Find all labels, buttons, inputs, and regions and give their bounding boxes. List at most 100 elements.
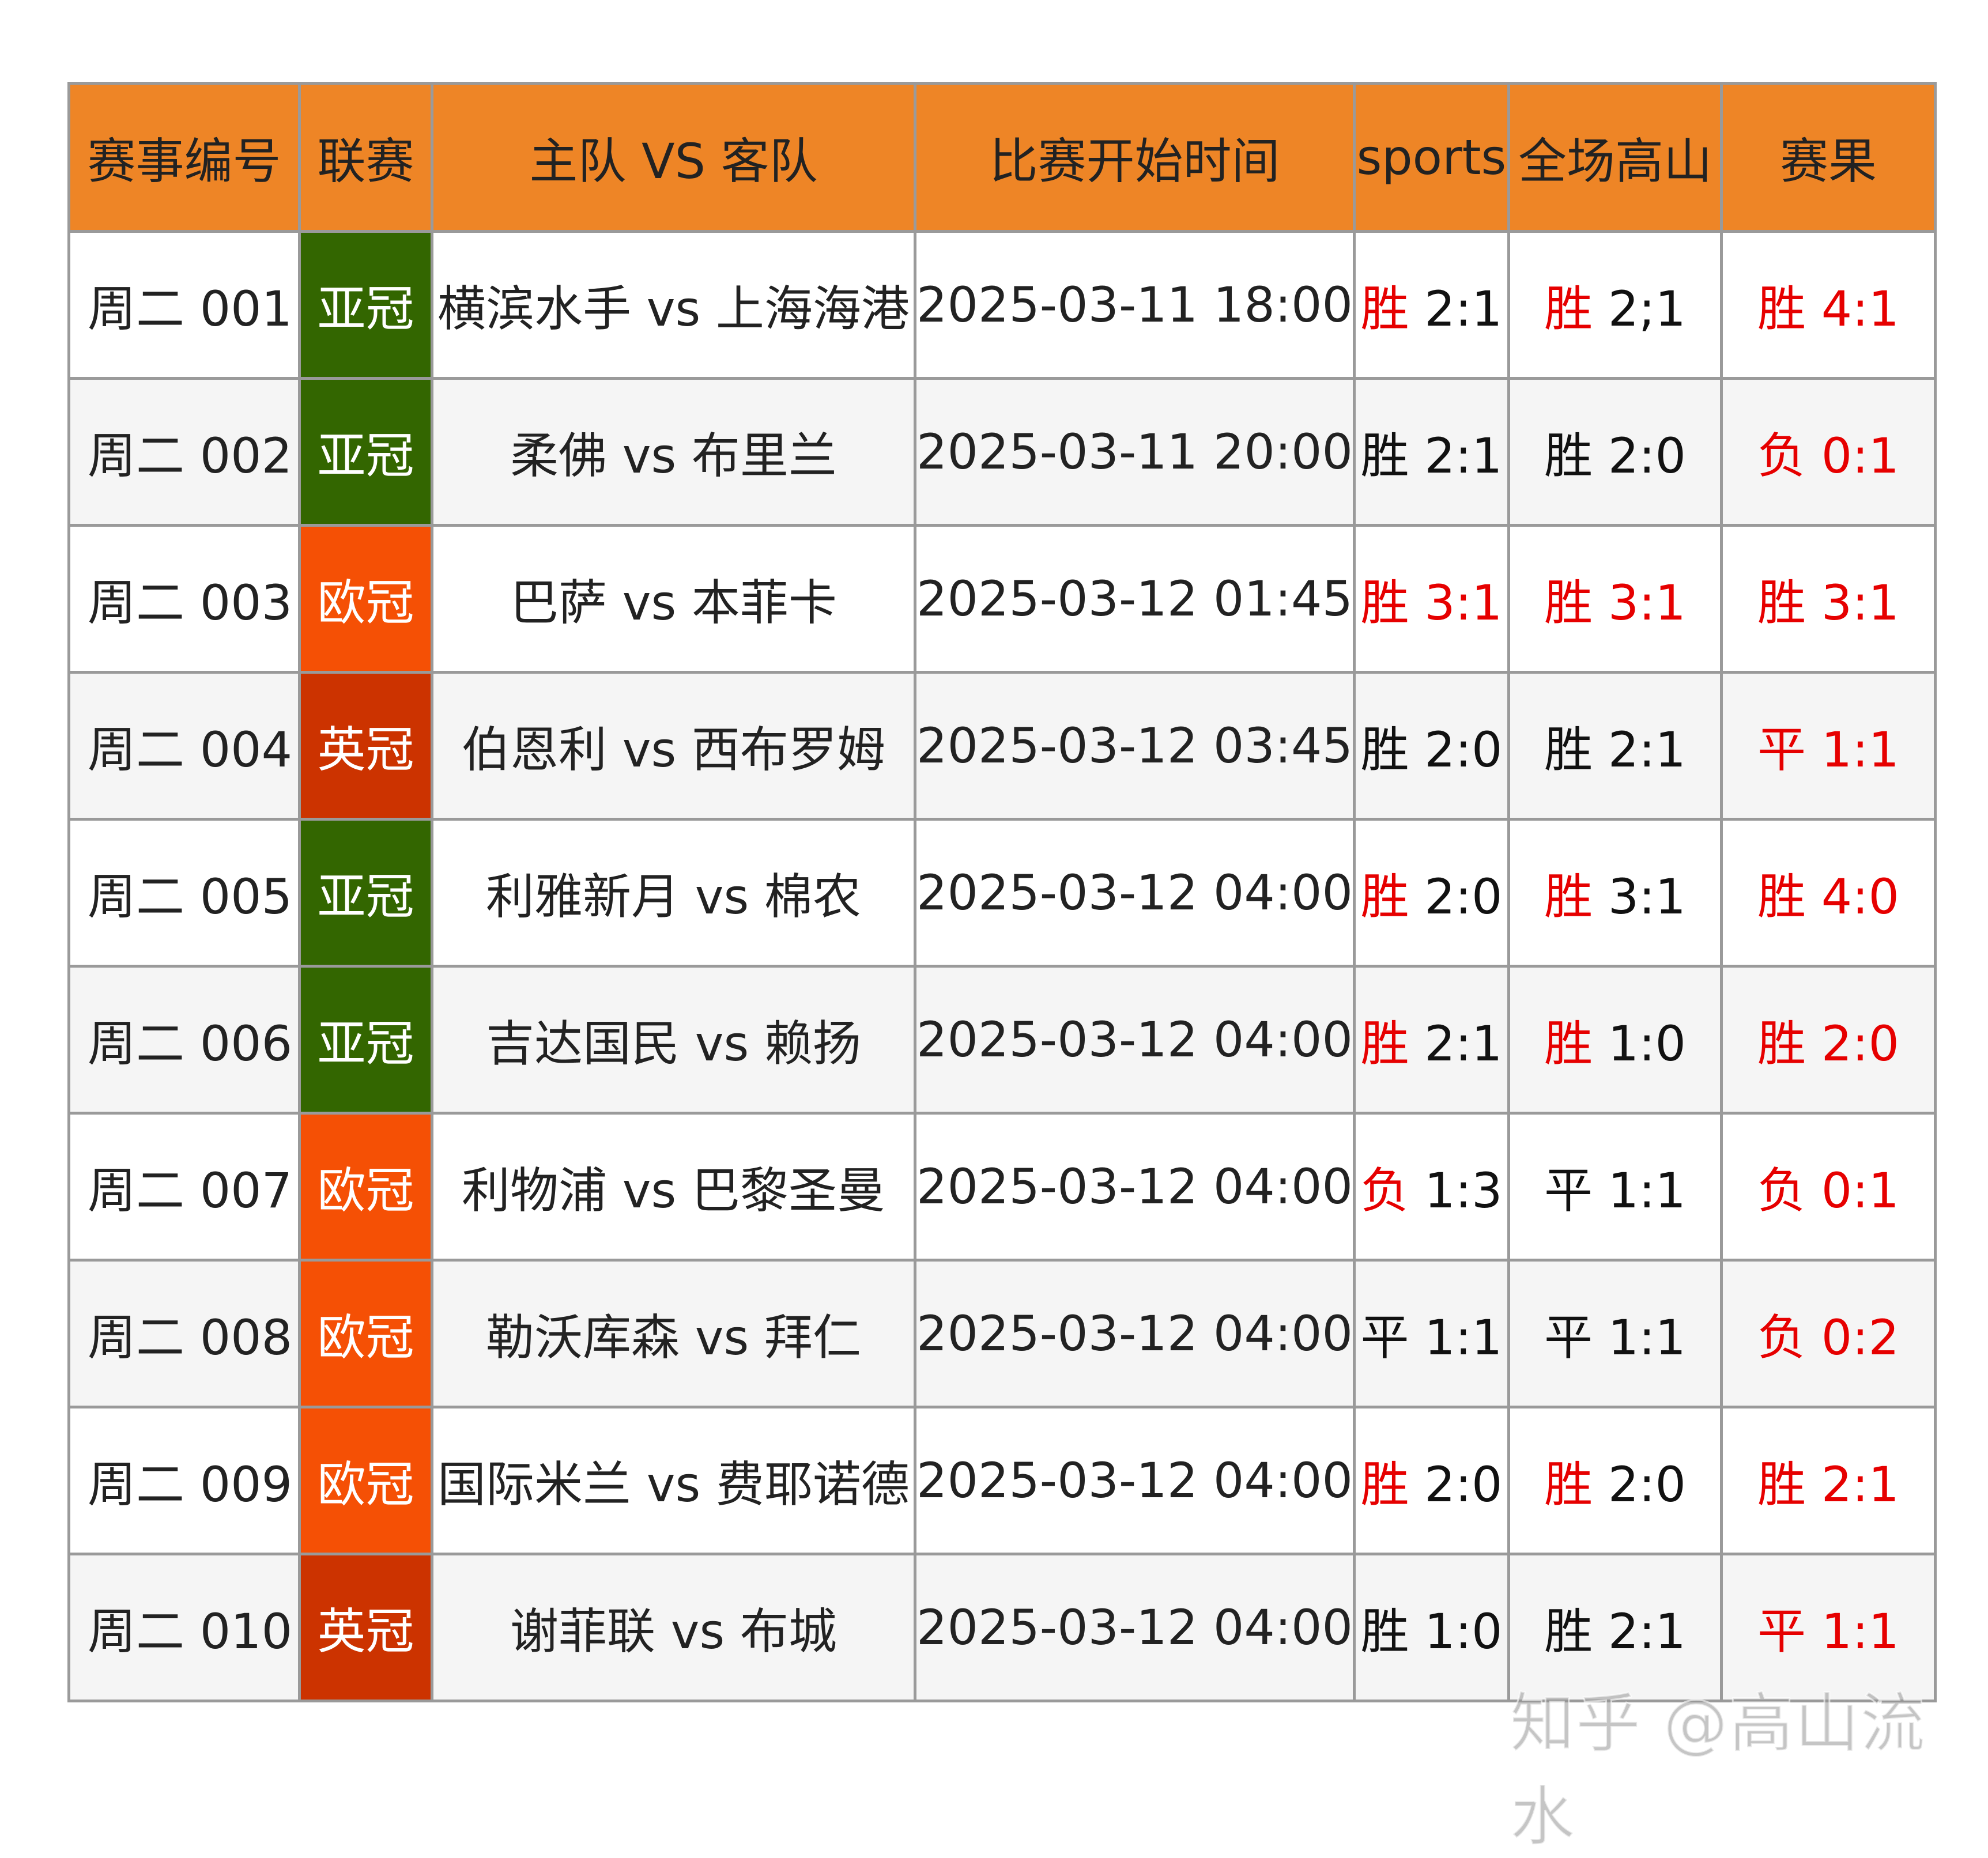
result-cell: 胜 4:1 [1719, 230, 1937, 380]
header-sports: sports [1352, 82, 1510, 233]
prediction-score: 3:1 [1608, 574, 1686, 631]
result-cell: 胜 2:0 [1719, 965, 1937, 1115]
prediction-score: 1:0 [1608, 1015, 1686, 1072]
sports-prediction-cell: 负 1:3 [1352, 1112, 1510, 1262]
start-time-cell: 2025-03-12 01:45 [914, 524, 1356, 674]
table-row: 周二 001 亚冠 横滨水手 vs 上海海港 2025-03-11 18:00 胜 2:… [67, 230, 1937, 380]
league-cell: 英冠 [298, 671, 433, 821]
gaoshan-prediction-cell: 胜 2:1 [1507, 1553, 1723, 1702]
prediction-score: 2:1 [1608, 721, 1686, 778]
teams-cell: 国际米兰 vs 费耶诺德 [431, 1406, 916, 1555]
header-match: 主队 VS 客队 [431, 82, 916, 233]
result-cell: 负 0:1 [1719, 377, 1937, 527]
league-cell: 欧冠 [298, 1112, 433, 1262]
match-id-cell: 周二 007 [67, 1112, 301, 1262]
league-cell: 欧冠 [298, 1259, 433, 1408]
prediction-score: 2:1 [1424, 1015, 1503, 1072]
prediction-score: 1:0 [1424, 1603, 1503, 1660]
gaoshan-prediction-cell: 胜 1:0 [1507, 965, 1723, 1115]
league-cell: 亚冠 [298, 230, 433, 380]
prediction-score: 2:0 [1608, 427, 1686, 484]
result-cell: 胜 3:1 [1719, 524, 1937, 674]
league-cell: 欧冠 [298, 524, 433, 674]
prediction-score: 1:3 [1424, 1162, 1503, 1219]
prediction-score: 1:1 [1608, 1309, 1686, 1366]
prediction-score: 2:1 [1424, 280, 1503, 337]
match-id-cell: 周二 009 [67, 1406, 301, 1555]
prediction-outcome: 平 [1544, 1309, 1593, 1366]
sports-prediction-cell: 胜 1:0 [1352, 1553, 1510, 1702]
start-time-cell: 2025-03-11 20:00 [914, 377, 1356, 527]
watermark: 知乎 @高山流水 [1510, 1686, 1926, 1856]
match-id-cell: 周二 010 [67, 1553, 301, 1702]
prediction-outcome: 平 [1360, 1309, 1409, 1366]
match-table: 赛事编号 联赛 主队 VS 客队 比赛开始时间 sports 全场高山 赛果 周… [67, 82, 1937, 1702]
gaoshan-prediction-cell: 胜 2;1 [1507, 230, 1723, 380]
table-row: 周二 003 欧冠 巴萨 vs 本菲卡 2025-03-12 01:45 胜 3:1 胜 … [67, 524, 1937, 674]
gaoshan-prediction-cell: 胜 2:0 [1507, 1406, 1723, 1555]
start-time-cell: 2025-03-12 03:45 [914, 671, 1356, 821]
teams-cell: 伯恩利 vs 西布罗姆 [431, 671, 916, 821]
prediction-outcome: 胜 [1360, 868, 1409, 925]
match-id-cell: 周二 008 [67, 1259, 301, 1408]
table-row: 周二 004 英冠 伯恩利 vs 西布罗姆 2025-03-12 03:45 胜 2:0… [67, 671, 1937, 821]
league-cell: 英冠 [298, 1553, 433, 1702]
prediction-outcome: 胜 [1544, 1603, 1593, 1660]
prediction-score: 1:1 [1608, 1162, 1686, 1219]
prediction-outcome: 胜 [1360, 1456, 1409, 1513]
prediction-outcome: 胜 [1360, 427, 1409, 484]
teams-cell: 利雅新月 vs 棉农 [431, 818, 916, 968]
prediction-score: 2:0 [1424, 868, 1503, 925]
sports-prediction-cell: 平 1:1 [1352, 1259, 1510, 1408]
result-cell: 负 0:1 [1719, 1112, 1937, 1262]
prediction-outcome: 胜 [1544, 574, 1593, 631]
prediction-score: 2:0 [1608, 1456, 1686, 1513]
start-time-cell: 2025-03-12 04:00 [914, 1553, 1356, 1702]
result-cell: 负 0:2 [1719, 1259, 1937, 1408]
table-row: 周二 009 欧冠 国际米兰 vs 费耶诺德 2025-03-12 04:00 胜 2:… [67, 1406, 1937, 1555]
result-cell: 胜 4:0 [1719, 818, 1937, 968]
sports-prediction-cell: 胜 2:1 [1352, 230, 1510, 380]
teams-cell: 横滨水手 vs 上海海港 [431, 230, 916, 380]
teams-cell: 巴萨 vs 本菲卡 [431, 524, 916, 674]
table-row: 周二 005 亚冠 利雅新月 vs 棉农 2025-03-12 04:00 胜 2:0 胜… [67, 818, 1937, 968]
start-time-cell: 2025-03-12 04:00 [914, 1406, 1356, 1555]
teams-cell: 利物浦 vs 巴黎圣曼 [431, 1112, 916, 1262]
prediction-score: 2:1 [1424, 427, 1503, 484]
teams-cell: 吉达国民 vs 赖扬 [431, 965, 916, 1115]
prediction-outcome: 胜 [1544, 1456, 1593, 1513]
result-cell: 平 1:1 [1719, 1553, 1937, 1702]
header-time: 比赛开始时间 [914, 82, 1356, 233]
prediction-outcome: 负 [1360, 1162, 1409, 1219]
match-id-cell: 周二 005 [67, 818, 301, 968]
prediction-score: 1:1 [1424, 1309, 1503, 1366]
prediction-outcome: 平 [1544, 1162, 1593, 1219]
prediction-outcome: 胜 [1544, 1015, 1593, 1072]
table-row: 周二 010 英冠 谢菲联 vs 布城 2025-03-12 04:00 胜 1:0 胜 … [67, 1553, 1937, 1702]
start-time-cell: 2025-03-12 04:00 [914, 1112, 1356, 1262]
header-gaoshan: 全场高山 [1507, 82, 1723, 233]
league-cell: 亚冠 [298, 377, 433, 527]
teams-cell: 勒沃库森 vs 拜仁 [431, 1259, 916, 1408]
prediction-outcome: 胜 [1360, 574, 1409, 631]
prediction-outcome: 胜 [1360, 280, 1409, 337]
start-time-cell: 2025-03-12 04:00 [914, 965, 1356, 1115]
sports-prediction-cell: 胜 3:1 [1352, 524, 1510, 674]
teams-cell: 柔佛 vs 布里兰 [431, 377, 916, 527]
table-row: 周二 006 亚冠 吉达国民 vs 赖扬 2025-03-12 04:00 胜 2:1 胜… [67, 965, 1937, 1115]
table-body: 周二 001 亚冠 横滨水手 vs 上海海港 2025-03-11 18:00 胜 2:… [67, 230, 1937, 1702]
sports-prediction-cell: 胜 2:1 [1352, 377, 1510, 527]
table-row: 周二 002 亚冠 柔佛 vs 布里兰 2025-03-11 20:00 胜 2:1 胜 … [67, 377, 1937, 527]
prediction-outcome: 胜 [1360, 1603, 1409, 1660]
prediction-outcome: 胜 [1544, 427, 1593, 484]
prediction-outcome: 胜 [1544, 868, 1593, 925]
header-league: 联赛 [298, 82, 433, 233]
gaoshan-prediction-cell: 胜 2:0 [1507, 377, 1723, 527]
prediction-outcome: 胜 [1544, 721, 1593, 778]
league-cell: 亚冠 [298, 965, 433, 1115]
gaoshan-prediction-cell: 胜 3:1 [1507, 818, 1723, 968]
match-id-cell: 周二 006 [67, 965, 301, 1115]
table-row: 周二 007 欧冠 利物浦 vs 巴黎圣曼 2025-03-12 04:00 负 1:3… [67, 1112, 1937, 1262]
prediction-score: 3:1 [1424, 574, 1503, 631]
header-result: 赛果 [1719, 82, 1937, 233]
